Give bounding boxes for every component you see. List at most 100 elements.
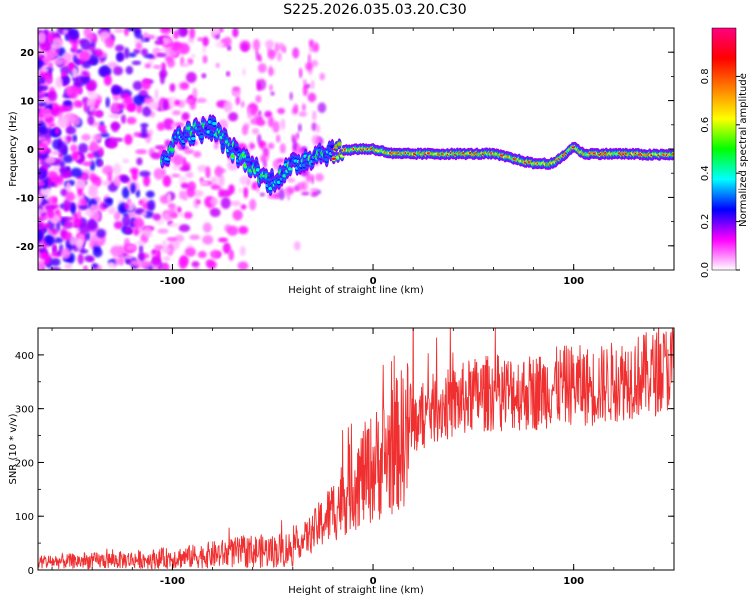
heat-blob (127, 212, 135, 217)
heat-blob (222, 242, 231, 254)
heat-blob (314, 173, 324, 182)
heat-blob (293, 103, 299, 114)
heat-blob (227, 159, 239, 171)
heat-blob (89, 204, 96, 213)
snr-y-tick-label: 200 (15, 458, 34, 469)
heat-blob (311, 134, 320, 146)
heat-blob (39, 86, 49, 91)
heat-blob (38, 222, 44, 228)
heat-blob (135, 42, 143, 50)
heat-blob (152, 64, 163, 69)
heat-blob (276, 157, 285, 164)
heat-blob (65, 85, 73, 97)
spectrogram-x-tick-label: 100 (563, 276, 584, 287)
heat-blob (164, 55, 174, 63)
heat-blob (187, 57, 194, 65)
heat-blob (218, 174, 225, 187)
heat-blob (142, 106, 152, 117)
heat-blob (226, 45, 232, 51)
heat-blob (161, 239, 168, 249)
heat-blob (79, 39, 86, 45)
heat-blob (61, 75, 71, 85)
heat-blob (149, 101, 160, 111)
heat-blob (256, 133, 262, 144)
heat-blob (171, 163, 180, 171)
heat-blob (286, 177, 296, 183)
heat-blob (112, 66, 124, 76)
heat-blob (202, 235, 214, 245)
heat-blob (38, 181, 46, 187)
heat-blob (202, 55, 208, 64)
heat-blob (63, 199, 72, 212)
heat-blob (77, 253, 84, 265)
heat-blob (311, 110, 317, 121)
heat-blob (139, 170, 151, 177)
heat-blob (38, 121, 46, 134)
heat-blob (61, 72, 67, 78)
heat-blob (154, 88, 159, 100)
heat-blob (136, 157, 143, 166)
heat-blob (177, 42, 190, 55)
heat-blob (127, 103, 137, 112)
snr-y-tick-label: 400 (15, 351, 34, 362)
heat-blob (305, 62, 313, 71)
heat-blob (156, 52, 167, 58)
heat-blob (44, 234, 53, 244)
heat-blob (81, 173, 89, 180)
heat-blob (257, 83, 262, 91)
heat-blob (263, 160, 267, 169)
heat-blob (38, 229, 43, 241)
heat-blob (154, 39, 164, 46)
heat-blob (301, 103, 306, 112)
heat-blob (44, 204, 56, 211)
heat-blob (107, 206, 117, 215)
heat-blob (201, 73, 207, 79)
heat-blob (180, 182, 190, 189)
heat-blob (71, 67, 79, 79)
heat-blob (38, 214, 49, 221)
heat-blob (232, 209, 243, 221)
heat-blob (201, 46, 207, 54)
heat-blob (162, 175, 172, 187)
heat-blob (100, 129, 108, 135)
heat-blob (50, 150, 62, 156)
heat-blob (232, 86, 241, 92)
heat-blob (121, 186, 130, 199)
heat-blob (130, 259, 142, 267)
heat-blob (217, 237, 229, 243)
heat-blob (112, 87, 122, 95)
heat-blob (70, 85, 83, 95)
ridge-cell (209, 132, 214, 136)
spectrogram-x-ticks: -100 0 100 (38, 27, 674, 287)
ridge-cell (671, 153, 674, 156)
heat-blob (298, 67, 303, 79)
spectrogram-y-axis-label: Frequency (Hz) (8, 111, 19, 187)
heat-blob (151, 256, 162, 266)
heat-blob (70, 167, 83, 178)
heat-blob (252, 39, 261, 51)
heat-blob (106, 139, 118, 149)
heat-blob (183, 149, 195, 155)
heat-blob (264, 110, 273, 118)
heat-blob (147, 199, 156, 212)
snr-x-ticks: -100 0 100 (38, 327, 674, 587)
heat-blob (127, 28, 137, 32)
heat-blob (135, 189, 141, 198)
heat-blob (161, 28, 171, 33)
heat-blob (172, 154, 184, 166)
heat-blob (87, 90, 94, 96)
heat-blob (185, 171, 194, 179)
heat-blob (44, 156, 56, 164)
heat-blob (97, 124, 107, 132)
heat-blob (49, 123, 56, 128)
heat-blob (135, 241, 145, 246)
heat-blob (145, 190, 155, 198)
heat-blob (267, 142, 275, 150)
colorbar-tick-label: 0.6 (700, 117, 711, 133)
heat-blob (98, 66, 110, 78)
heat-blob (223, 100, 233, 113)
heat-blob (86, 152, 95, 159)
heat-blob (259, 139, 265, 151)
heat-blob (156, 122, 166, 131)
spectrogram-y-tick-label: -20 (16, 242, 34, 253)
